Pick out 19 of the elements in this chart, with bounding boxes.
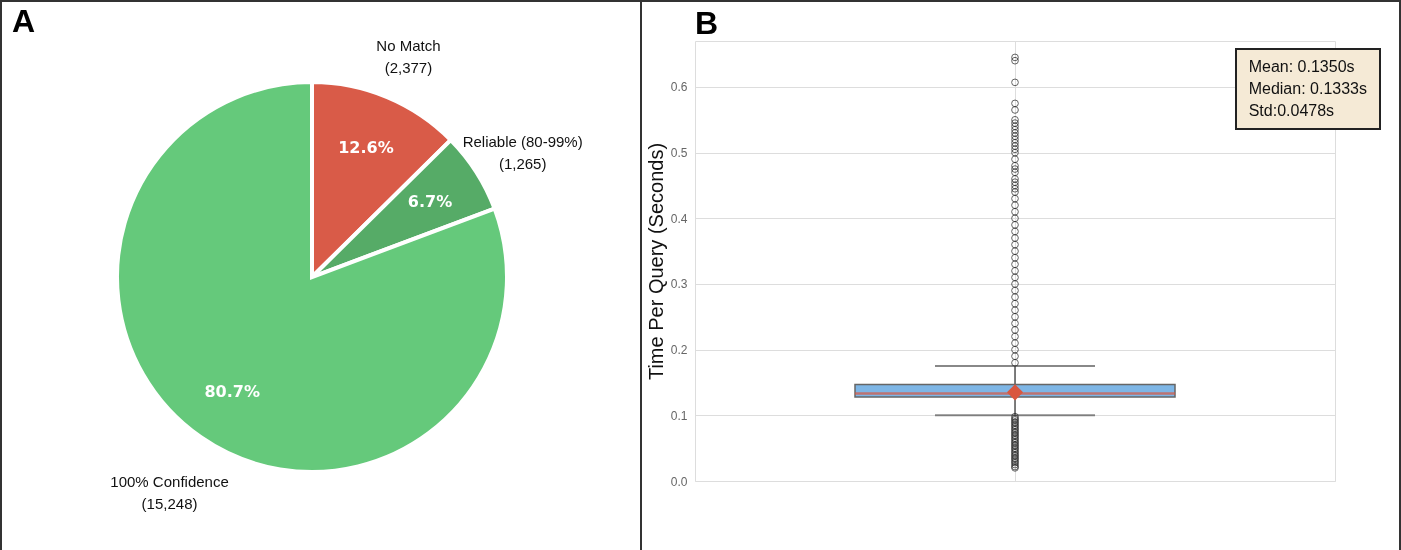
slice-label: No Match (2,377) bbox=[376, 37, 441, 77]
annotation: Mean: 0.1350s bbox=[1248, 57, 1356, 77]
y-tick-label: 0.0 bbox=[670, 474, 688, 489]
slice-label: 100% Confidence (15,248) bbox=[110, 473, 229, 513]
data-label: 6.7% bbox=[407, 191, 453, 211]
data-label: 80.7% bbox=[204, 382, 260, 402]
annotation: Std:0.0478s bbox=[1248, 101, 1336, 121]
chart-title: B bbox=[695, 5, 719, 41]
slice-label: Reliable (80-99%) (1,265) bbox=[462, 133, 583, 173]
chart-title: A bbox=[12, 3, 36, 40]
y-tick-label: 0.2 bbox=[670, 343, 688, 358]
annotation: Median: 0.1333s bbox=[1248, 79, 1367, 99]
y-tick-label: 0.6 bbox=[670, 80, 688, 95]
y-tick-label: 0.5 bbox=[670, 146, 688, 161]
y-tick-label: 0.4 bbox=[670, 211, 688, 226]
data-label: 12.6% bbox=[338, 137, 394, 157]
y-axis-title: Time Per Query (Seconds) bbox=[644, 142, 667, 381]
y-tick-label: 0.1 bbox=[670, 408, 688, 423]
y-tick-label: 0.3 bbox=[670, 277, 688, 292]
